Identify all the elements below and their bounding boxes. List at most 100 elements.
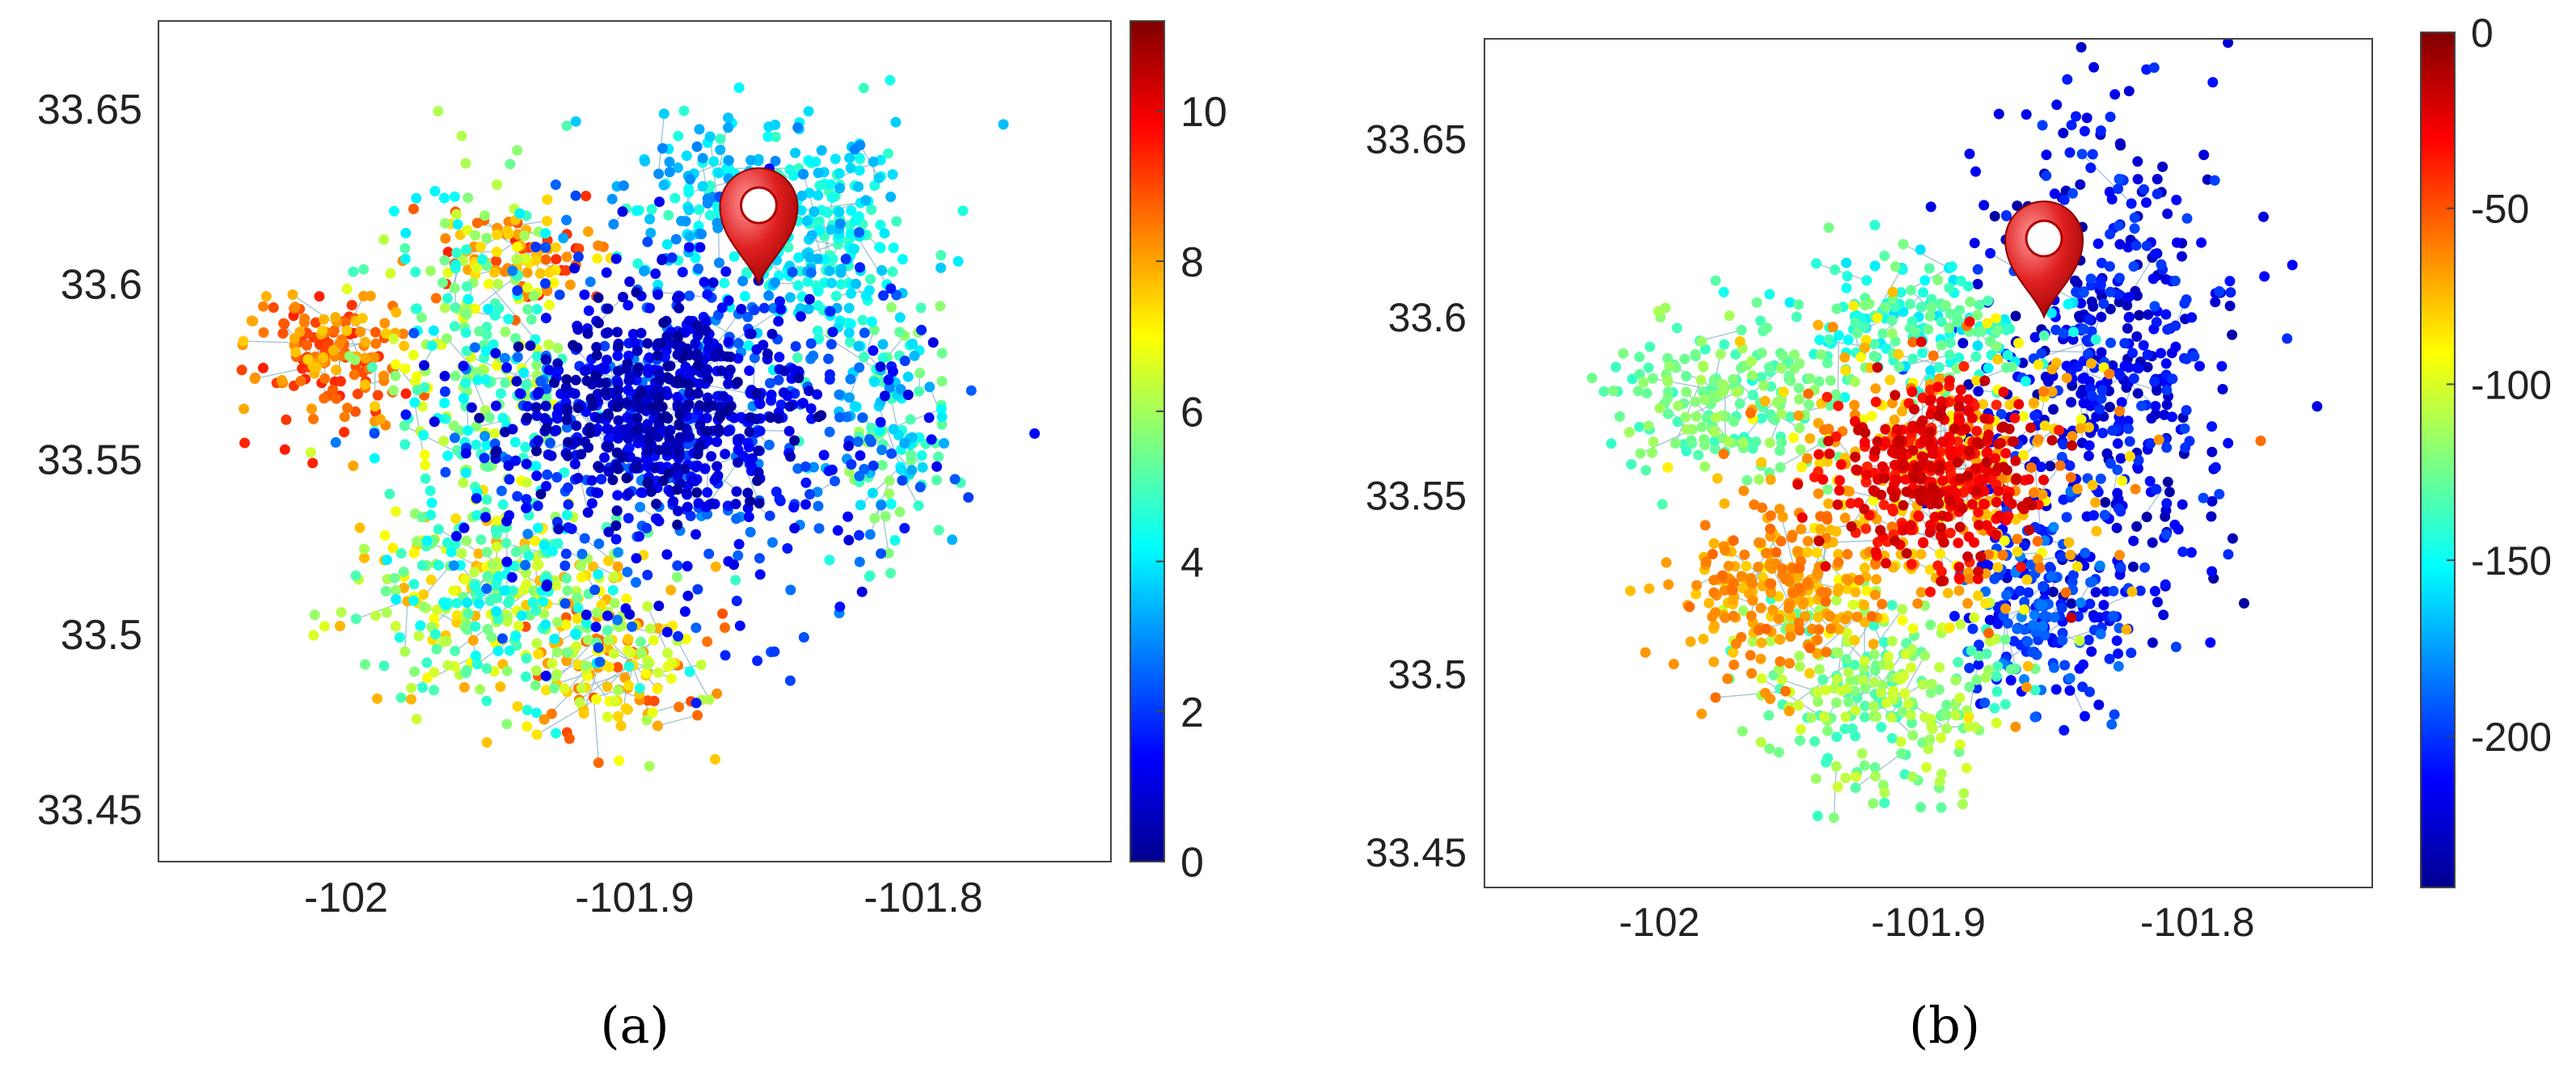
data-point	[690, 338, 701, 349]
data-point	[2038, 581, 2049, 592]
data-point	[1746, 356, 1757, 367]
data-point	[809, 206, 820, 217]
data-point	[522, 477, 532, 488]
data-point	[1869, 701, 1879, 712]
data-point	[1709, 436, 1721, 447]
data-point	[848, 243, 859, 255]
data-point	[1910, 326, 1921, 337]
data-point	[680, 216, 691, 227]
data-point	[1700, 556, 1712, 567]
road-segment	[1893, 352, 1957, 369]
data-point	[607, 474, 619, 486]
data-point	[2145, 438, 2156, 449]
data-point	[504, 645, 515, 656]
data-point	[2087, 576, 2098, 588]
data-point	[730, 499, 741, 510]
data-point	[658, 108, 669, 120]
data-point	[795, 303, 806, 314]
data-point	[2004, 399, 2016, 411]
data-point	[1841, 282, 1852, 293]
data-point	[469, 581, 480, 592]
data-point	[582, 507, 593, 518]
data-point	[2123, 312, 2135, 323]
data-point	[2113, 289, 2124, 300]
data-point	[1925, 365, 1936, 376]
data-point	[391, 593, 402, 605]
data-point	[673, 505, 683, 516]
data-point	[1992, 618, 2004, 630]
data-point	[644, 302, 655, 314]
data-point	[1850, 771, 1861, 782]
data-point	[805, 267, 817, 278]
data-point	[2161, 385, 2173, 396]
data-point	[593, 413, 605, 424]
data-point	[1696, 374, 1707, 386]
data-point	[425, 509, 437, 521]
data-point	[2005, 664, 2016, 675]
data-point	[1827, 322, 1839, 333]
data-point	[522, 721, 533, 732]
data-point	[1662, 462, 1674, 473]
data-point	[672, 470, 683, 481]
data-point	[1708, 538, 1720, 549]
data-point	[2258, 211, 2269, 222]
data-point	[804, 386, 814, 397]
data-point	[2206, 511, 2217, 522]
data-point	[2000, 603, 2011, 614]
data-point	[440, 413, 451, 424]
data-point	[931, 474, 942, 486]
data-point	[879, 390, 890, 402]
data-point	[258, 301, 269, 312]
data-point	[389, 572, 400, 584]
data-point	[690, 252, 701, 263]
data-point	[864, 571, 875, 582]
data-point	[722, 500, 733, 512]
data-point	[644, 352, 655, 363]
data-point	[481, 329, 492, 340]
data-point	[834, 183, 845, 194]
data-point	[582, 328, 593, 339]
data-point	[2049, 188, 2060, 200]
data-point	[525, 340, 536, 352]
data-point	[1871, 711, 1882, 723]
data-point	[2047, 586, 2059, 597]
data-point	[2122, 424, 2134, 434]
data-point	[834, 389, 845, 400]
data-point	[581, 660, 591, 672]
data-point	[933, 451, 944, 462]
data-point	[370, 401, 381, 412]
data-point	[636, 487, 647, 498]
data-point	[1841, 654, 1852, 665]
data-point	[593, 538, 605, 550]
data-point	[532, 500, 543, 512]
data-point	[766, 390, 777, 400]
data-point	[2023, 587, 2034, 598]
data-point	[2171, 194, 2182, 205]
data-point	[695, 660, 707, 670]
data-point	[624, 276, 636, 287]
data-point	[1728, 647, 1738, 658]
data-point	[645, 227, 657, 238]
data-point	[1847, 723, 1858, 734]
data-point	[694, 441, 705, 453]
data-point	[2143, 309, 2154, 320]
data-point	[507, 265, 518, 276]
data-point	[388, 333, 399, 344]
data-point	[1794, 661, 1805, 672]
x-tick-label: -101.8	[864, 875, 982, 921]
data-point	[1991, 313, 2002, 324]
data-point	[589, 584, 601, 596]
data-point	[624, 374, 635, 386]
data-point	[855, 262, 865, 273]
data-point	[2010, 721, 2021, 732]
data-point	[2083, 348, 2093, 360]
data-point	[2149, 585, 2160, 597]
pin-body	[719, 167, 799, 286]
data-point	[572, 602, 584, 613]
data-point	[1701, 412, 1712, 424]
data-point	[909, 350, 920, 361]
data-point	[546, 450, 557, 462]
data-point	[1734, 398, 1746, 409]
data-point	[1722, 436, 1734, 447]
data-point	[388, 385, 399, 396]
